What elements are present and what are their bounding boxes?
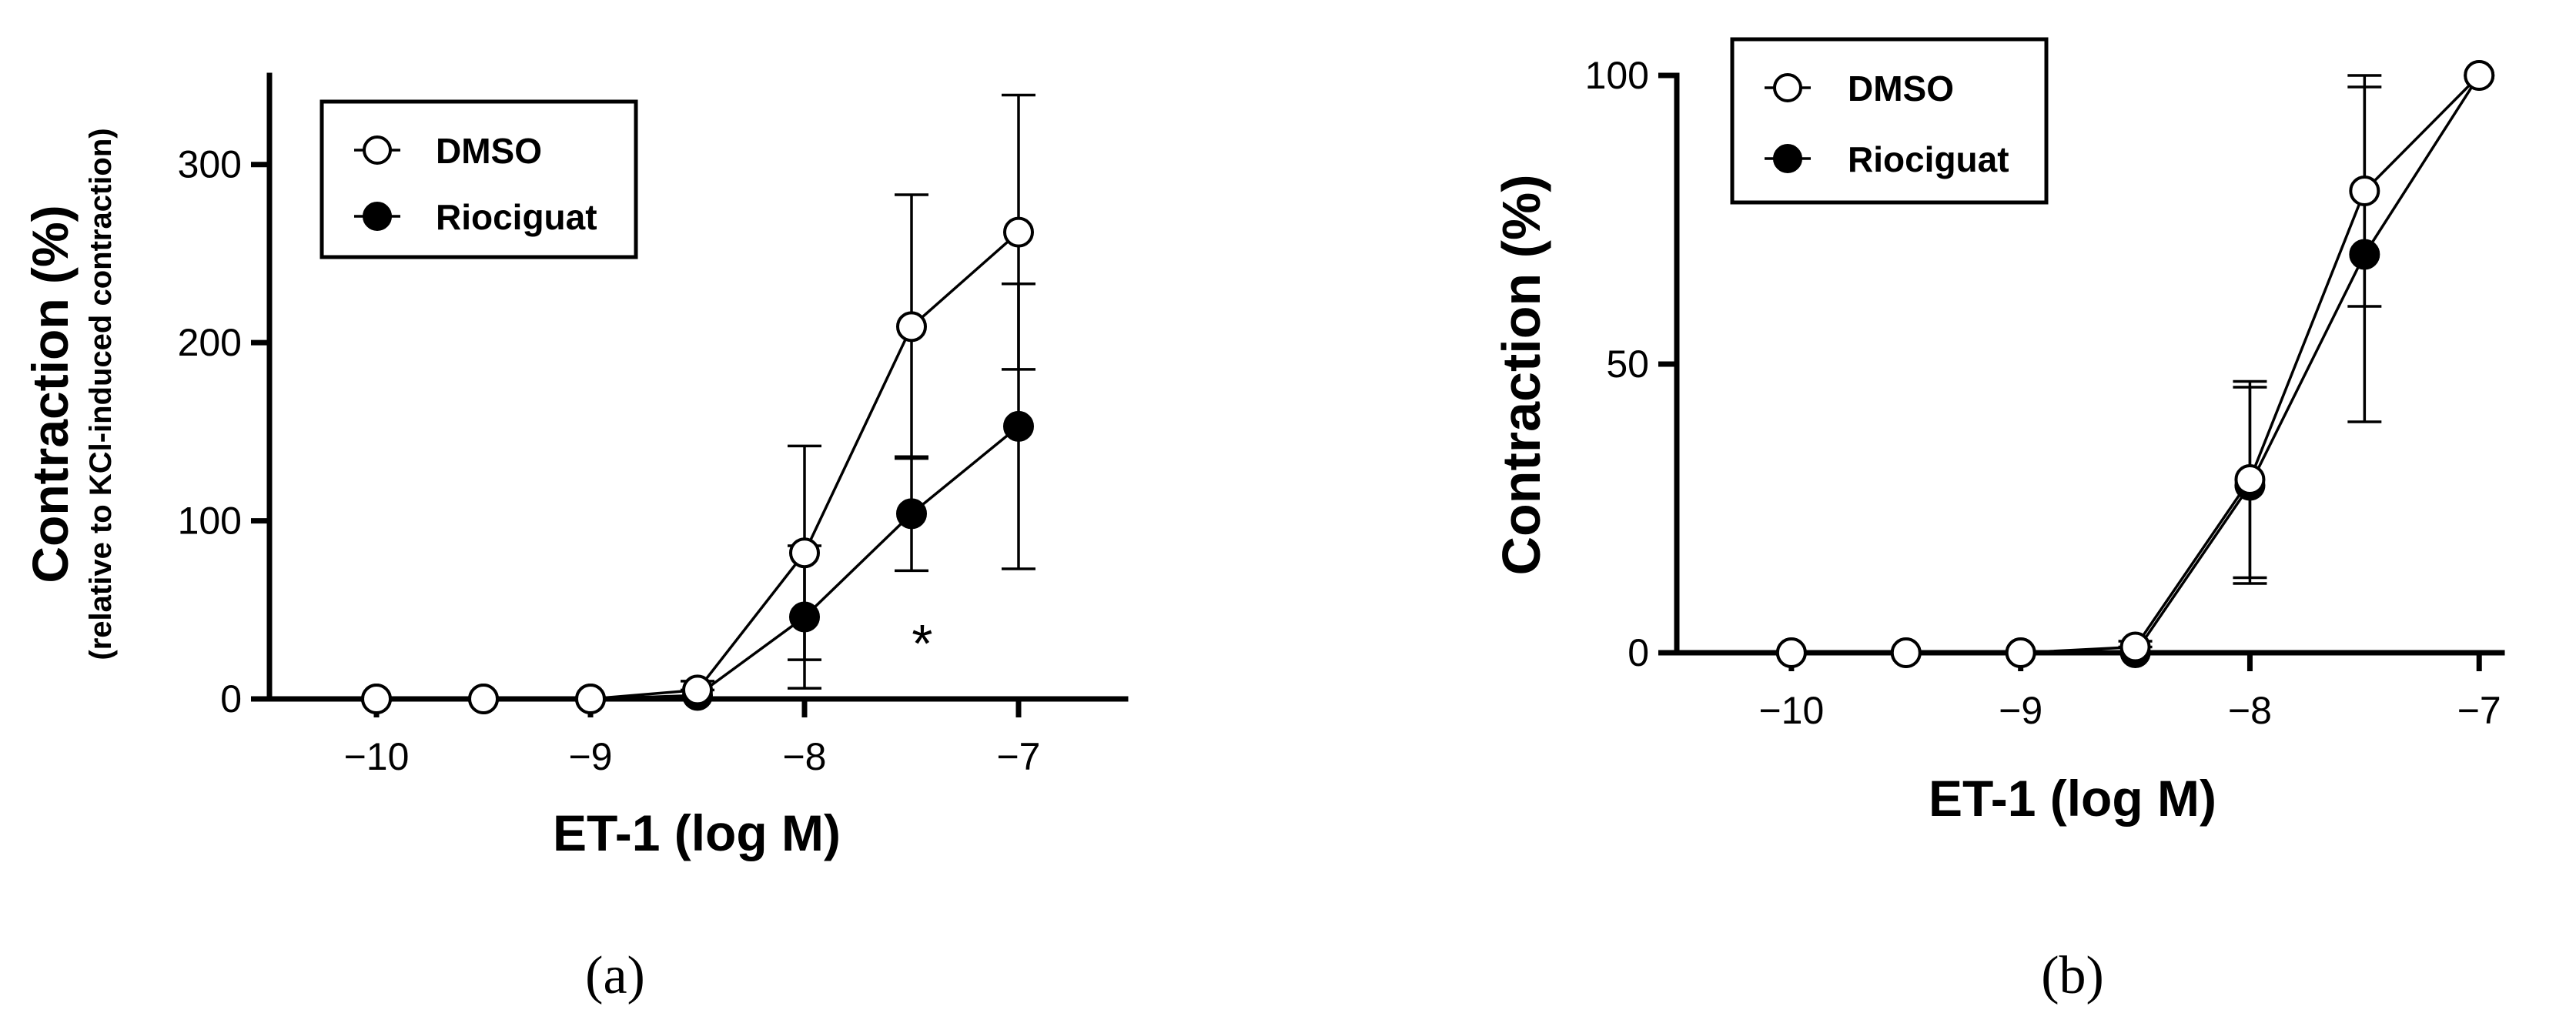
y-tick-label-b: 0 (1628, 631, 1649, 674)
legend-label-riociguat-b: Riociguat (1848, 139, 2009, 179)
data-point-dmso-b (1890, 637, 1922, 668)
x-axis-label-b: ET-1 (log M) (1929, 770, 2216, 827)
x-axis-label-a: ET-1 (log M) (553, 804, 841, 861)
x-tick-label-b: −9 (1999, 689, 2042, 732)
legend-marker-dmso-a (363, 135, 392, 165)
legend-b: DMSO Riociguat (1730, 37, 2049, 205)
data-point-dmso-a (682, 674, 713, 706)
panel-label-a: (a) (585, 946, 645, 1005)
x-tick-label-a: −9 (568, 735, 612, 778)
data-point-riociguat-a (1003, 410, 1034, 442)
y-axis-sublabel-a: (relative to KCl-induced contraction) (84, 128, 118, 660)
y-tick-label-b: 100 (1585, 54, 1649, 97)
data-point-dmso-b (1775, 637, 1807, 668)
y-tick-label-a: 100 (178, 500, 242, 543)
x-tick-label-b: −7 (2457, 689, 2501, 732)
y-axis-label-a: Contraction (%) (22, 205, 79, 583)
data-point-dmso-a (789, 537, 820, 569)
x-tick-label-b: −10 (1758, 689, 1824, 732)
x-tick-label-a: −8 (782, 735, 826, 778)
legend-marker-dmso-b (1773, 73, 1802, 102)
data-point-riociguat-a (789, 601, 820, 633)
x-tick-label-a: −7 (996, 735, 1040, 778)
legend-label-dmso-a: DMSO (436, 131, 542, 171)
significance-asterisk-a: * (912, 613, 932, 674)
legend-box-a (319, 99, 638, 259)
chart-panel-b: 0 50 100 −10 −9 −8 −7 Contraction (%) ET-1 (l… (1491, 37, 2505, 1005)
data-point-dmso-b (2349, 176, 2380, 206)
data-point-dmso-b (2464, 60, 2495, 91)
legend-label-riociguat-a: Riociguat (436, 197, 597, 237)
data-point-riociguat-b (2349, 239, 2380, 270)
legend-box-b (1730, 37, 2049, 205)
legend-label-dmso-b: DMSO (1848, 69, 1954, 109)
y-tick-label-a: 200 (178, 321, 242, 364)
legend-a: DMSO Riociguat (319, 99, 638, 259)
data-point-riociguat-a (896, 498, 927, 530)
chart-panel-a: 0 100 200 300 −10 −9 −8 −7 Contraction (%) (re… (22, 72, 1129, 1005)
data-point-dmso-a (896, 311, 927, 343)
data-point-dmso-b (2005, 637, 2036, 668)
data-point-dmso-a (468, 684, 499, 714)
y-tick-label-b: 50 (1606, 343, 1649, 386)
data-point-dmso-a (1003, 216, 1034, 248)
legend-marker-riociguat-a (363, 202, 392, 231)
y-tick-label-a: 300 (178, 143, 242, 186)
x-tick-label-b: −8 (2228, 689, 2272, 732)
y-tick-label-a: 0 (220, 677, 242, 720)
y-axis-label-b: Contraction (%) (1491, 174, 1551, 575)
legend-marker-riociguat-b (1773, 144, 1802, 173)
data-point-dmso-a (361, 684, 392, 714)
data-point-dmso-b (2119, 631, 2151, 663)
x-tick-label-a: −10 (344, 735, 410, 778)
data-point-dmso-a (575, 684, 606, 714)
data-point-dmso-b (2234, 464, 2266, 495)
panel-label-b: (b) (2041, 946, 2104, 1005)
